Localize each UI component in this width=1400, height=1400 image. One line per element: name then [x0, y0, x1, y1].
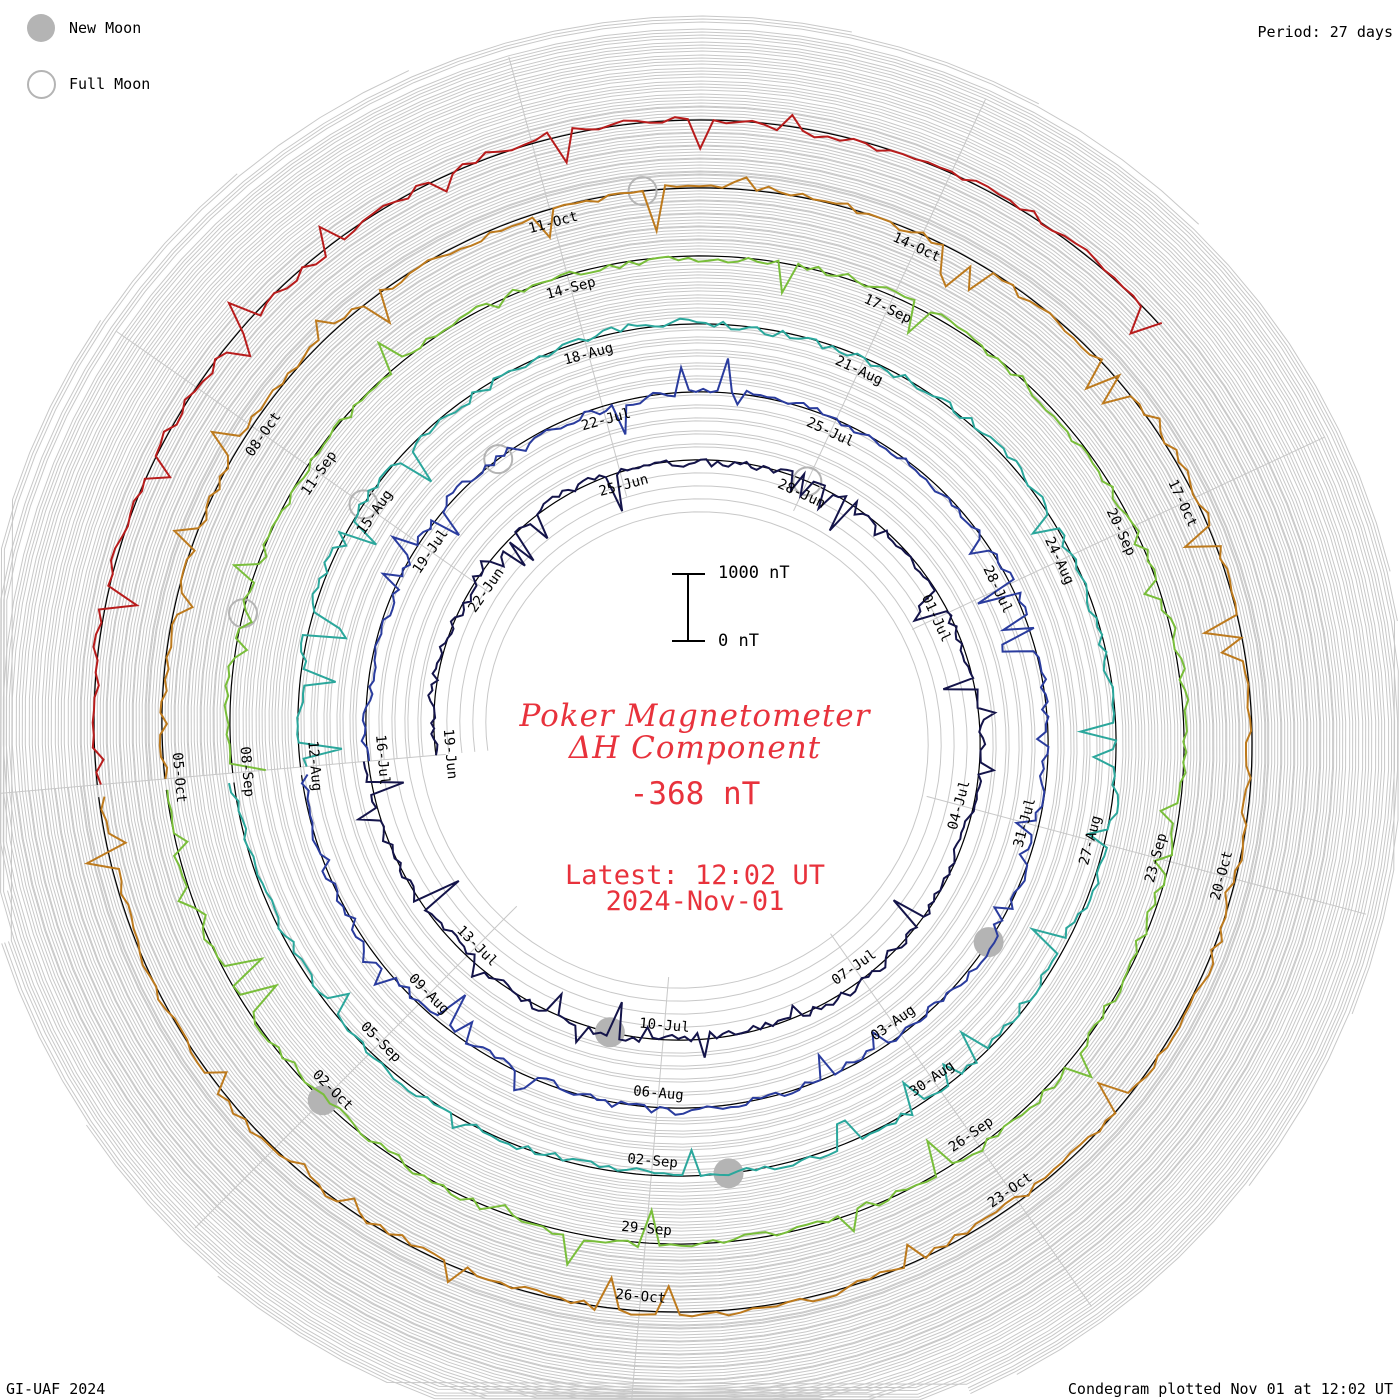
latest-date: 2024-Nov-01	[605, 886, 785, 917]
tick-label: 10-Jul	[638, 1016, 690, 1036]
day-spokes	[0, 56, 1367, 1400]
tick-label: 16-Jul	[372, 734, 392, 786]
magnetometer-traces	[83, 113, 1253, 1318]
tick-label: 18-Aug	[562, 340, 615, 369]
current-value: -368 nT	[629, 776, 761, 812]
tick-label: 14-Sep	[544, 274, 597, 303]
grid-ring	[4, 63, 1377, 1395]
tick-label: 08-Sep	[237, 746, 257, 798]
scale-bottom-label: 0 nT	[718, 631, 759, 651]
full-moon-marker	[792, 466, 823, 497]
new-moon-marker	[973, 927, 1004, 958]
day-spoke	[793, 98, 987, 512]
scale-top-label: 1000 nT	[718, 563, 790, 583]
grid-ring	[24, 50, 1390, 1389]
trace-cycle-2	[300, 358, 1050, 1116]
grid-ring	[5, 21, 1351, 1397]
moon-markers	[227, 176, 1004, 1189]
new-moon-marker	[307, 1085, 338, 1116]
full-moon-icon	[27, 70, 56, 99]
day-spoke	[830, 933, 1092, 1307]
new-moon-icon	[27, 14, 55, 42]
plotted-label: Condegram plotted Nov 01 at 12:02 UT	[1067, 1380, 1393, 1398]
trace-cycle-1	[355, 458, 998, 1058]
period-label: Period: 27 days	[1257, 23, 1393, 41]
grid-ring	[31, 57, 1383, 1400]
tick-label: 07-Jul	[829, 946, 880, 988]
grid-ring	[2, 18, 1354, 1399]
new-moon-marker	[713, 1158, 744, 1189]
full-moon-marker	[627, 176, 658, 207]
tick-label: 24-Aug	[1041, 535, 1077, 588]
day-spoke	[116, 331, 490, 593]
legend-full-moon-label: Full Moon	[69, 75, 151, 93]
grid-ring	[8, 34, 1396, 1398]
tick-label: 25-Jun	[597, 471, 650, 500]
tick-label: 26-Oct	[615, 1287, 667, 1307]
trace-cycle-6	[91, 113, 1163, 785]
full-moon-marker	[483, 444, 514, 475]
trace-cycle-3	[228, 317, 1120, 1178]
grid-ring	[18, 44, 1396, 1395]
chart-title: Poker Magnetometer	[519, 698, 871, 734]
grid-ring	[0, 15, 1357, 1391]
trace-cycle-4	[166, 255, 1190, 1268]
day-spoke	[194, 905, 518, 1229]
grid-ring	[15, 41, 1399, 1391]
chart-subtitle: ΔH Component	[568, 730, 822, 766]
day-spoke	[0, 753, 446, 794]
grid-ring	[10, 70, 1370, 1389]
tick-label: 19-Jun	[440, 728, 460, 780]
tick-label: 02-Sep	[627, 1151, 679, 1171]
tick-label: 12-Aug	[304, 740, 324, 792]
baseline-cycle-5	[98, 187, 1253, 1313]
new-moon-marker	[594, 1017, 625, 1048]
tick-label: 05-Oct	[169, 752, 189, 804]
tick-label: 28-Jun	[775, 476, 828, 512]
day-spoke	[508, 56, 628, 497]
grid-ring	[5, 31, 1398, 1400]
tick-label: 29-Sep	[621, 1219, 673, 1239]
credit-label: GI-UAF 2024	[6, 1380, 106, 1398]
grid-ring	[3, 93, 1347, 1400]
tick-label: 06-Aug	[633, 1083, 685, 1103]
grid-ring	[11, 37, 1399, 1395]
day-spoke	[631, 977, 670, 1400]
grid-ring	[2, 28, 1391, 1398]
day-spoke	[926, 795, 1367, 915]
trace-cycle-5	[83, 176, 1253, 1318]
legend-new-moon-label: New Moon	[69, 19, 142, 37]
day-spoke	[911, 436, 1325, 630]
scale-bar	[672, 573, 705, 642]
full-moon-marker	[348, 489, 379, 520]
grid-ring	[21, 47, 1393, 1392]
grid-ring	[0, 73, 1367, 1400]
grid-ring	[7, 80, 1360, 1394]
grid-ring	[3, 70, 1364, 1398]
latest-time: Latest: 12:02 UT	[564, 860, 826, 891]
baseline-cycle-6	[93, 119, 1161, 785]
tick-label: 25-Jul	[804, 414, 857, 450]
